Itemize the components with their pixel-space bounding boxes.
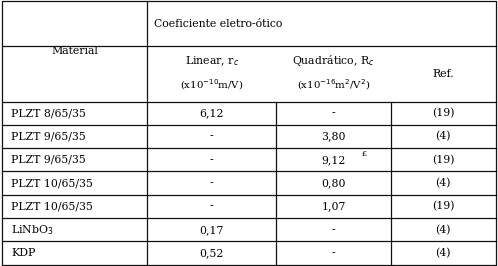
Text: Coeficiente eletro-ótico: Coeficiente eletro-ótico	[154, 19, 283, 28]
Text: LiNbO$_3$: LiNbO$_3$	[11, 223, 54, 237]
Text: (4): (4)	[435, 178, 451, 188]
Text: -: -	[332, 225, 336, 235]
Text: PLZT 10/65/35: PLZT 10/65/35	[11, 201, 93, 211]
Text: (19): (19)	[432, 201, 455, 211]
Text: (4): (4)	[435, 248, 451, 258]
Text: 3,80: 3,80	[321, 132, 346, 142]
Text: PLZT 9/65/35: PLZT 9/65/35	[11, 155, 86, 165]
Text: -: -	[210, 178, 214, 188]
Text: (x10$^{-16}$m$^2$/V$^2$): (x10$^{-16}$m$^2$/V$^2$)	[297, 77, 371, 92]
Text: (x10$^{-10}$m/V): (x10$^{-10}$m/V)	[180, 77, 244, 92]
Text: 1,07: 1,07	[322, 201, 346, 211]
Text: (4): (4)	[435, 131, 451, 142]
Text: PLZT 8/65/35: PLZT 8/65/35	[11, 108, 86, 118]
Text: PLZT 10/65/35: PLZT 10/65/35	[11, 178, 93, 188]
Text: 0,52: 0,52	[200, 248, 224, 258]
Text: (4): (4)	[435, 225, 451, 235]
Text: Linear, r$_c$: Linear, r$_c$	[185, 54, 239, 68]
Text: -: -	[210, 155, 214, 165]
Text: (19): (19)	[432, 155, 455, 165]
Text: (19): (19)	[432, 108, 455, 118]
Text: £: £	[361, 150, 366, 158]
Text: KDP: KDP	[11, 248, 36, 258]
Text: Material: Material	[51, 47, 98, 56]
Text: -: -	[332, 108, 336, 118]
Text: -: -	[332, 248, 336, 258]
Text: 0,80: 0,80	[321, 178, 346, 188]
Text: 6,12: 6,12	[199, 108, 224, 118]
Text: Ref.: Ref.	[432, 69, 454, 79]
Text: PLZT 9/65/35: PLZT 9/65/35	[11, 132, 86, 142]
Text: -: -	[210, 132, 214, 142]
Text: -: -	[210, 201, 214, 211]
Text: 9,12: 9,12	[322, 155, 346, 165]
Text: 0,17: 0,17	[200, 225, 224, 235]
Text: Quadrático, R$_c$: Quadrático, R$_c$	[292, 53, 375, 68]
